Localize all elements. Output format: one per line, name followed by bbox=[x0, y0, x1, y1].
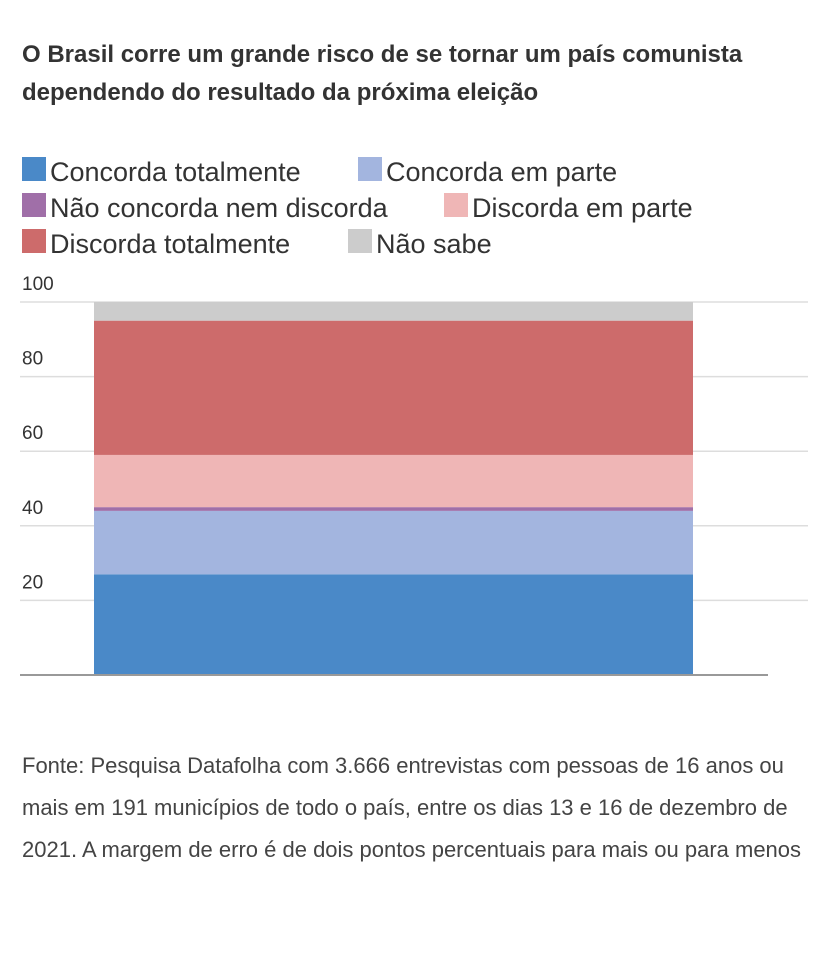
chart-title: O Brasil corre um grande risco de se tor… bbox=[22, 41, 743, 106]
source-note: Fonte: Pesquisa Datafolha com 3.666 entr… bbox=[22, 753, 802, 862]
bar-segment bbox=[94, 454, 693, 508]
legend-label: Discorda em parte bbox=[472, 193, 693, 223]
y-tick-label: 60 bbox=[22, 423, 43, 444]
bar-segment bbox=[94, 507, 693, 511]
legend-swatch bbox=[348, 229, 372, 253]
bar-segment bbox=[94, 510, 693, 575]
legend-label: Não concorda nem discorda bbox=[50, 193, 388, 223]
y-tick-label: 80 bbox=[22, 349, 43, 370]
legend-swatch bbox=[22, 157, 46, 181]
legend-label: Discorda totalmente bbox=[50, 229, 291, 259]
legend-swatch bbox=[22, 229, 46, 253]
legend-swatch bbox=[444, 193, 468, 217]
y-tick-label: 40 bbox=[22, 498, 43, 519]
bar-segment bbox=[94, 302, 693, 321]
bar-segment bbox=[94, 574, 693, 675]
y-tick-label: 100 bbox=[22, 274, 54, 295]
legend-label: Não sabe bbox=[376, 229, 492, 259]
legend-label: Concorda em parte bbox=[386, 157, 618, 187]
y-tick-label: 20 bbox=[22, 572, 43, 593]
legend-swatch bbox=[358, 157, 382, 181]
bar-segment bbox=[94, 320, 693, 455]
legend-swatch bbox=[22, 193, 46, 217]
legend-label: Concorda totalmente bbox=[50, 157, 301, 187]
stacked-bar-chart: 20 40 60 80 100 bbox=[20, 274, 808, 676]
